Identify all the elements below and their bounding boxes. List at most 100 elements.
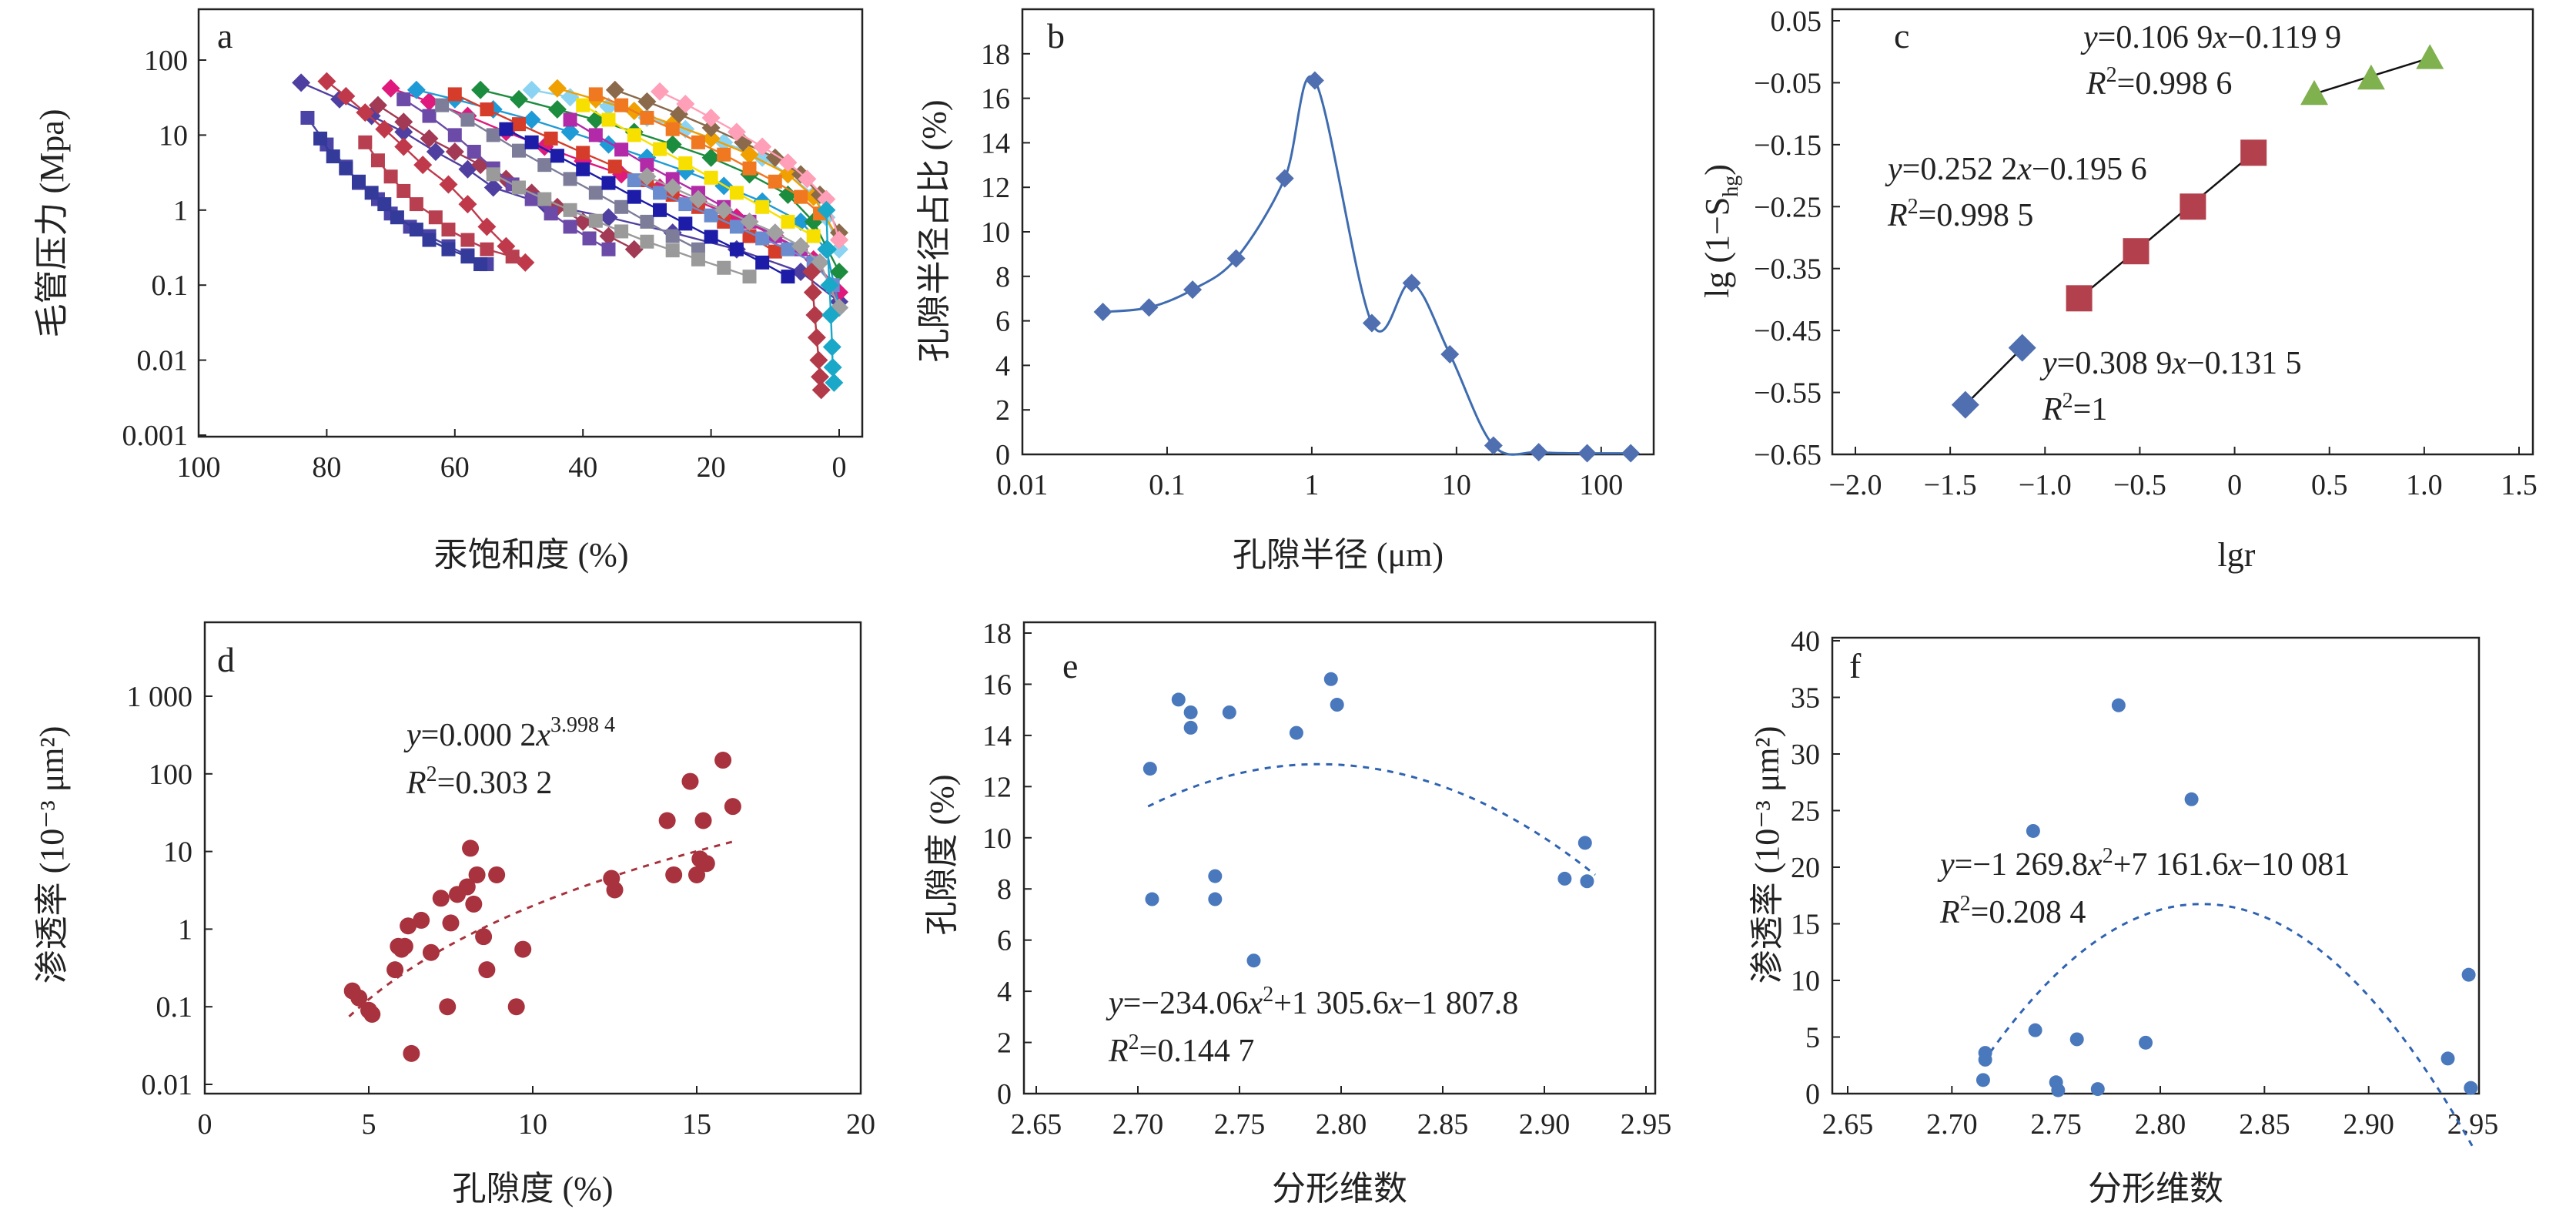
data-point: [478, 961, 496, 979]
y-tick-label: 40: [1791, 625, 1820, 658]
data-point: [563, 172, 577, 186]
eq-x1: x: [2087, 847, 2103, 883]
data-point: [818, 240, 838, 259]
data-point: [817, 189, 836, 209]
eq-exp: 3.998 4: [550, 713, 615, 737]
data-point: [811, 380, 831, 400]
data-point: [1275, 169, 1294, 188]
data-point: [717, 147, 731, 162]
data-point: [601, 112, 616, 127]
y-tick-label: 0: [1805, 1078, 1820, 1111]
fit-line: [2078, 152, 2255, 300]
y-tick-label: 18: [982, 618, 1012, 650]
eq-x1: x: [1248, 986, 1263, 1021]
y-tick-label: 10: [163, 836, 192, 869]
data-point: [576, 162, 590, 176]
data-point: [681, 772, 699, 790]
x-tick-label: 2.90: [2343, 1108, 2394, 1141]
y-tick-label: 6: [997, 925, 1012, 957]
data-point: [339, 161, 353, 176]
data-point: [582, 231, 597, 246]
data-point: [547, 100, 567, 119]
data-point: [714, 200, 734, 219]
data-point: [413, 156, 433, 175]
data-point: [781, 242, 795, 256]
panel-c-r2-2: R2=0.998 5: [1887, 195, 2033, 233]
data-point: [1330, 698, 1344, 712]
data-point: [825, 373, 844, 392]
eq-sq: 2: [2103, 844, 2113, 868]
data-point: [653, 203, 667, 217]
eq-y: y: [2080, 20, 2098, 55]
data-point: [406, 80, 426, 99]
data-point: [729, 242, 744, 256]
data-point: [778, 185, 798, 204]
eq-c3: −10 081: [2243, 847, 2350, 883]
data-point: [640, 234, 654, 249]
panel-b-xlabel: 孔隙半径 (μm): [1233, 536, 1444, 574]
eq-y: y: [1885, 152, 1902, 187]
data-point: [791, 236, 811, 256]
data-point: [396, 937, 413, 955]
y-tick-label: 10: [981, 216, 1010, 249]
data-point: [439, 175, 458, 194]
data-point: [510, 89, 528, 109]
panel-d-label: d: [217, 640, 235, 679]
data-point: [1183, 720, 1198, 735]
eq-y: y: [1937, 847, 1955, 883]
data-point: [512, 143, 526, 158]
series-line: [582, 104, 815, 237]
data-point: [688, 189, 708, 209]
data-point: [396, 183, 411, 198]
r2-r: R: [1887, 198, 1908, 233]
r2-val: =0.208 4: [1971, 895, 2086, 930]
data-point: [409, 197, 423, 212]
data-point: [386, 961, 404, 979]
data-point: [447, 87, 462, 102]
panel-d-ylabel: 渗透率 (10⁻³ μm²): [33, 726, 71, 984]
r2-sup: 2: [1960, 892, 1971, 916]
x-tick-label: 2.85: [1417, 1108, 1469, 1141]
eq-c2: +7 161.6: [2113, 847, 2229, 883]
data-point: [524, 135, 539, 149]
panel-d-eq: y=0.000 2x3.998 4: [403, 713, 615, 753]
data-point: [480, 242, 494, 256]
data-point: [486, 128, 500, 142]
data-point: [1484, 436, 1503, 455]
panel-f-ylabel: 渗透率 (10⁻³ μm²): [1748, 726, 1786, 984]
data-point: [805, 305, 825, 324]
y-tick-label: 1: [173, 195, 188, 227]
data-point: [1226, 249, 1246, 268]
data-point: [1975, 1073, 1990, 1087]
data-point: [678, 216, 693, 231]
panel-c-eq3: y=0.308 9x−0.131 5: [2039, 346, 2302, 381]
data-point: [480, 102, 494, 117]
data-point: [806, 229, 821, 243]
data-point: [701, 129, 721, 148]
data-point: [1402, 273, 1421, 293]
data-point: [477, 217, 497, 236]
data-point: [514, 940, 532, 958]
y-tick-label: 8: [997, 873, 1012, 906]
data-point: [665, 866, 683, 883]
x-tick-label: −2.0: [1829, 469, 1882, 501]
y-tick-label: −0.15: [1754, 129, 1822, 162]
eq-c1: =−234.06: [1123, 986, 1249, 1021]
data-point: [420, 129, 439, 148]
data-point: [2300, 79, 2329, 106]
eq-coef: =0.308 9: [2057, 346, 2173, 381]
y-tick-label: 6: [995, 306, 1010, 338]
data-point: [458, 878, 476, 896]
data-point: [377, 197, 392, 212]
data-point: [375, 119, 394, 139]
data-point: [432, 890, 450, 907]
data-point: [1093, 303, 1112, 322]
data-point: [599, 226, 618, 246]
data-point: [1208, 892, 1223, 906]
x-tick-label: 0: [198, 1108, 212, 1141]
data-point: [701, 148, 721, 167]
eq-rest: −0.131 5: [2186, 346, 2302, 381]
panel-c-r2-1: R2=0.998 6: [2086, 63, 2232, 102]
panel-f-label: f: [1849, 646, 1862, 685]
eq-x: x: [2016, 152, 2032, 187]
